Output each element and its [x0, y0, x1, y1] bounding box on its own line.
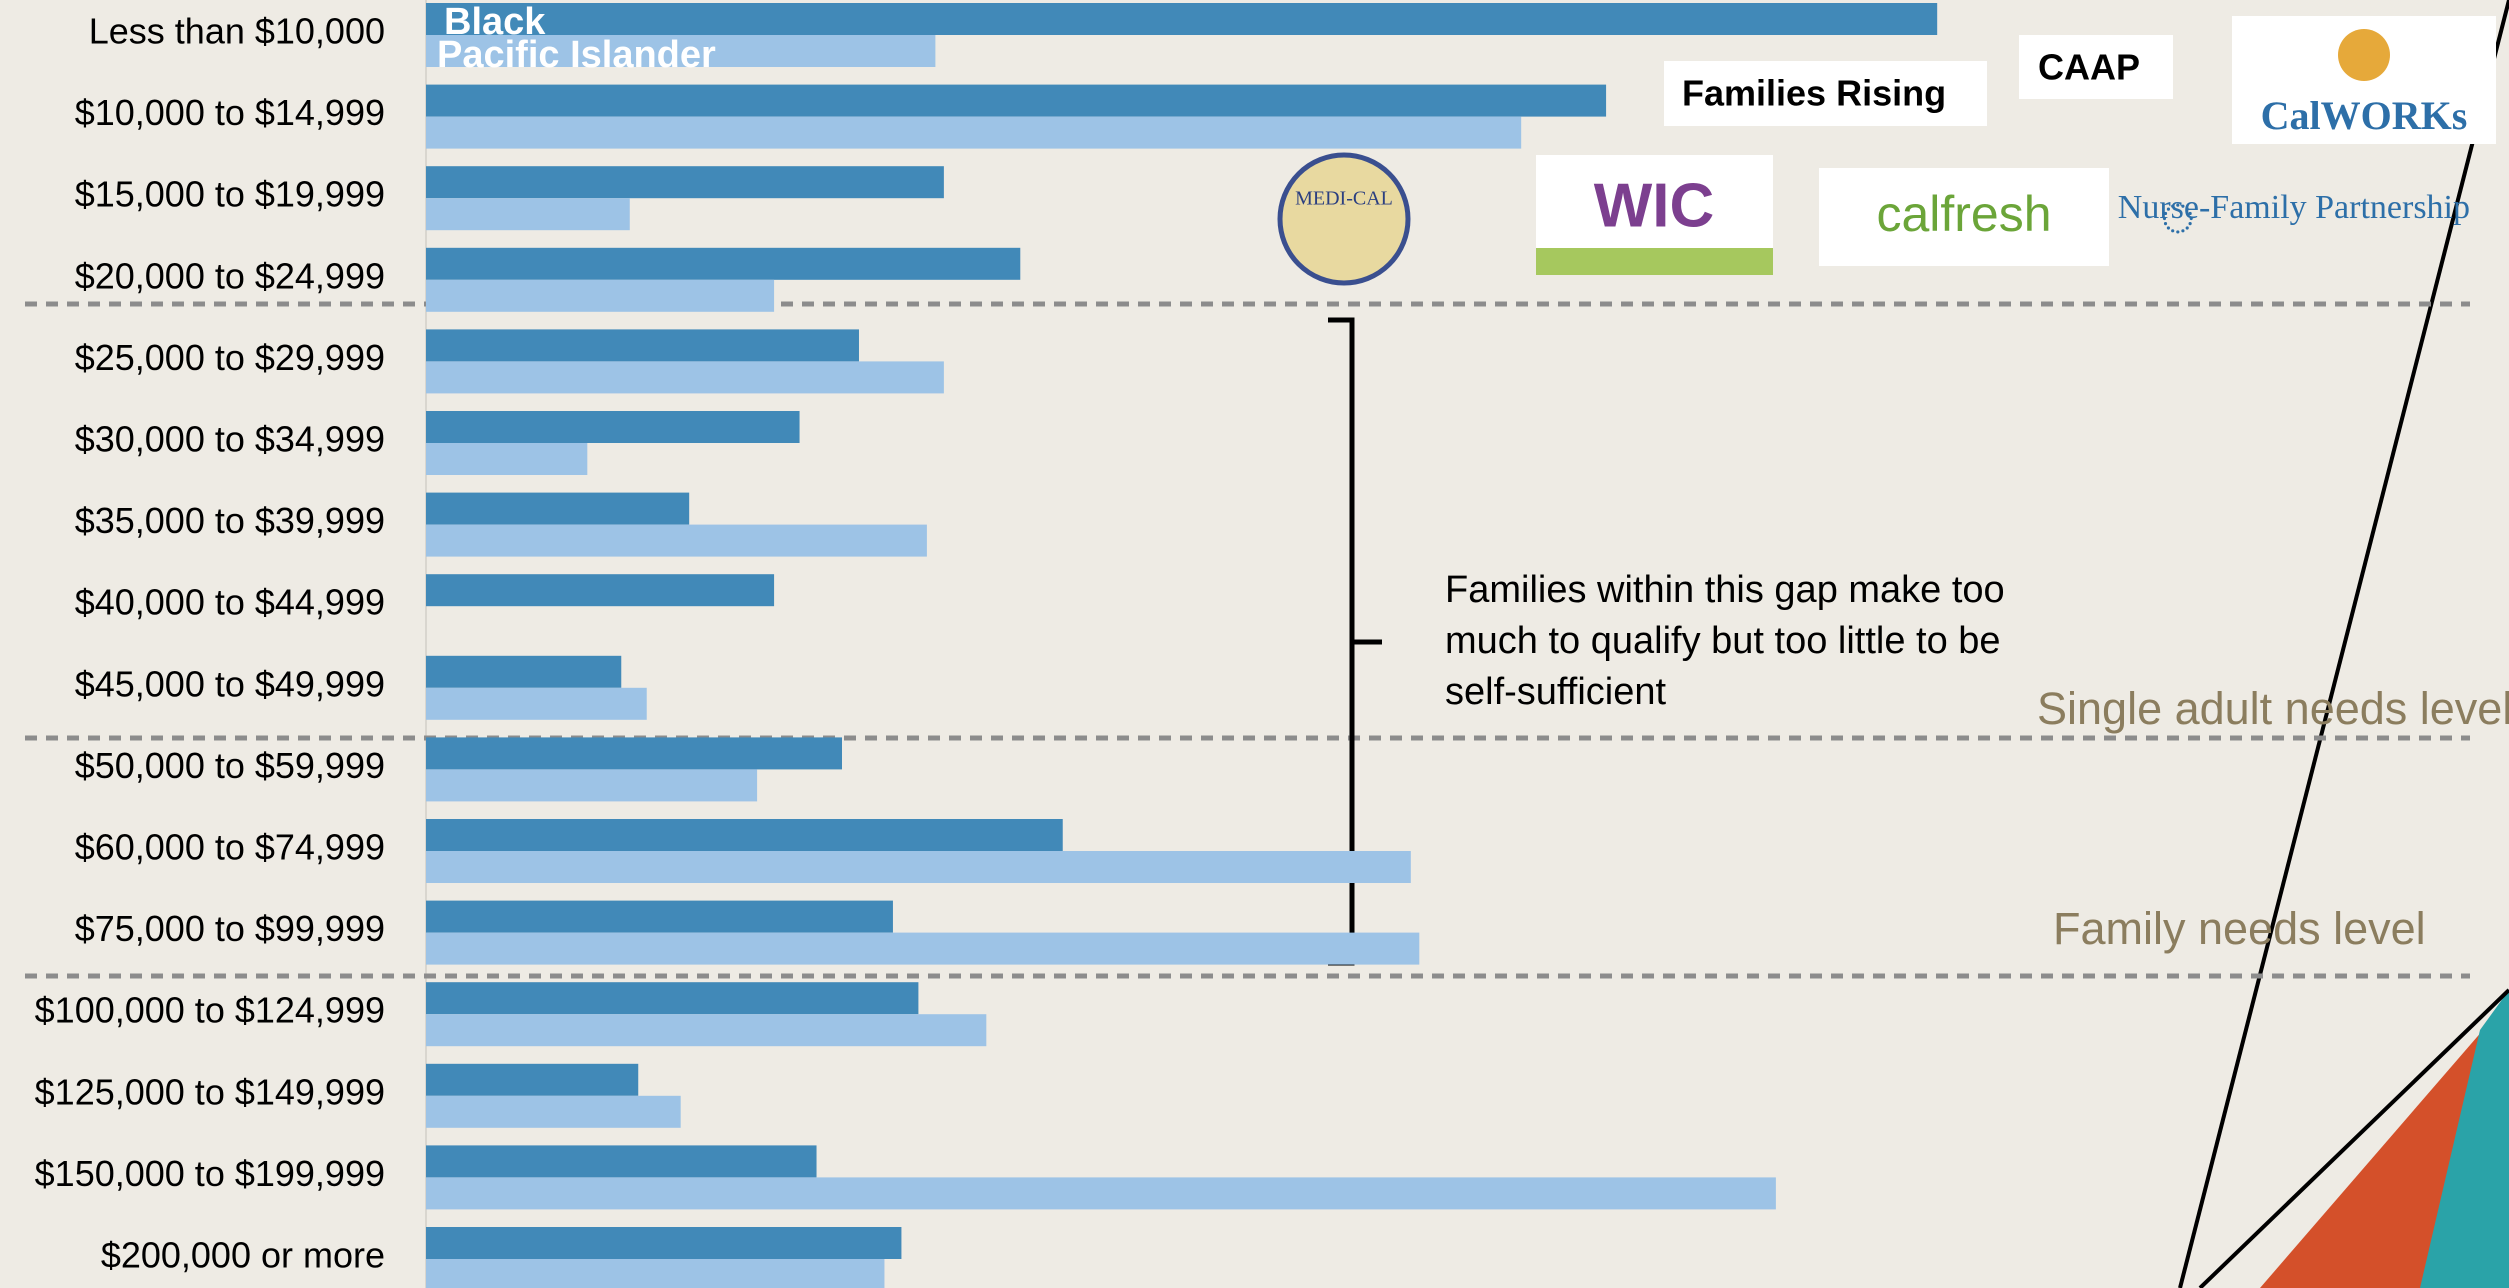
bar	[426, 116, 1522, 149]
bar	[426, 1014, 987, 1047]
bar	[426, 524, 927, 557]
bar	[426, 851, 1411, 883]
decor-line	[2198, 988, 2509, 1288]
decor-line	[2178, 0, 2509, 1288]
bar	[426, 819, 1063, 851]
bar	[426, 655, 622, 688]
y-tick-label: Less than $10,000	[89, 11, 385, 52]
bar	[426, 1259, 885, 1288]
y-tick-label: $20,000 to $24,999	[75, 255, 385, 296]
y-tick-label: $30,000 to $34,999	[75, 419, 385, 460]
logo-seal	[1277, 152, 1411, 286]
bar	[426, 35, 936, 67]
bar	[426, 443, 588, 475]
bar	[426, 411, 800, 443]
y-tick-label: $45,000 to $49,999	[75, 663, 385, 704]
logo-icon	[2338, 29, 2390, 81]
logo-band	[1536, 248, 1773, 275]
y-tick-label: $100,000 to $124,999	[35, 990, 385, 1031]
bar	[426, 279, 775, 312]
y-tick-label: $50,000 to $59,999	[75, 745, 385, 786]
bar	[426, 166, 944, 199]
bar	[426, 361, 944, 394]
y-tick-label: $125,000 to $149,999	[35, 1071, 385, 1112]
gap-note: much to qualify but too little to be	[1445, 620, 2001, 662]
bar	[426, 198, 630, 231]
level-label: Single adult needs level	[2037, 683, 2509, 734]
y-tick-label: $35,000 to $39,999	[75, 500, 385, 541]
bar	[426, 687, 647, 720]
y-tick-label: $15,000 to $19,999	[75, 174, 385, 215]
y-tick-label: $150,000 to $199,999	[35, 1153, 385, 1194]
logo-text: WIC	[1594, 171, 1715, 240]
bar	[426, 84, 1607, 117]
bar	[426, 900, 893, 933]
logo-icon: ◌	[2160, 183, 2196, 249]
y-tick-label: $25,000 to $29,999	[75, 337, 385, 378]
bar	[426, 1145, 817, 1178]
bar	[426, 574, 775, 607]
level-label: Family needs level	[2053, 903, 2426, 954]
decor-teal	[2420, 990, 2509, 1288]
bar	[426, 769, 758, 802]
logo-box	[1819, 168, 2109, 266]
bar	[426, 3, 1938, 35]
logo-text: MEDI-CAL	[1295, 188, 1393, 210]
y-tick-label: $60,000 to $74,999	[75, 827, 385, 868]
bar	[426, 1063, 639, 1096]
logo-text: CAAP	[2038, 47, 2140, 88]
bar	[426, 982, 919, 1015]
bar	[426, 1227, 902, 1259]
bar	[426, 1095, 681, 1128]
logo-text: Families Rising	[1682, 73, 1946, 114]
bar	[426, 932, 1420, 965]
logo-box	[2019, 35, 2173, 99]
logo-text: Nurse-Family Partnership	[2118, 189, 2470, 226]
legend-label: Black	[444, 1, 546, 43]
logo-text: CalWORKs	[2261, 93, 2468, 138]
logo-text: calfresh	[1876, 186, 2051, 242]
bar	[426, 737, 842, 770]
gap-note: Families within this gap make too	[1445, 569, 2005, 611]
bar	[426, 492, 690, 525]
y-tick-label: $40,000 to $44,999	[75, 582, 385, 623]
y-tick-label: $75,000 to $99,999	[75, 908, 385, 949]
bar	[426, 1177, 1776, 1210]
bar	[426, 329, 859, 362]
legend-label: Pacific Islander	[437, 34, 716, 76]
y-tick-label: $10,000 to $14,999	[75, 92, 385, 133]
y-tick-label: $200,000 or more	[101, 1235, 385, 1276]
logo-box	[1664, 61, 1987, 126]
bar	[426, 247, 1021, 280]
gap-note: self-sufficient	[1445, 671, 1667, 713]
